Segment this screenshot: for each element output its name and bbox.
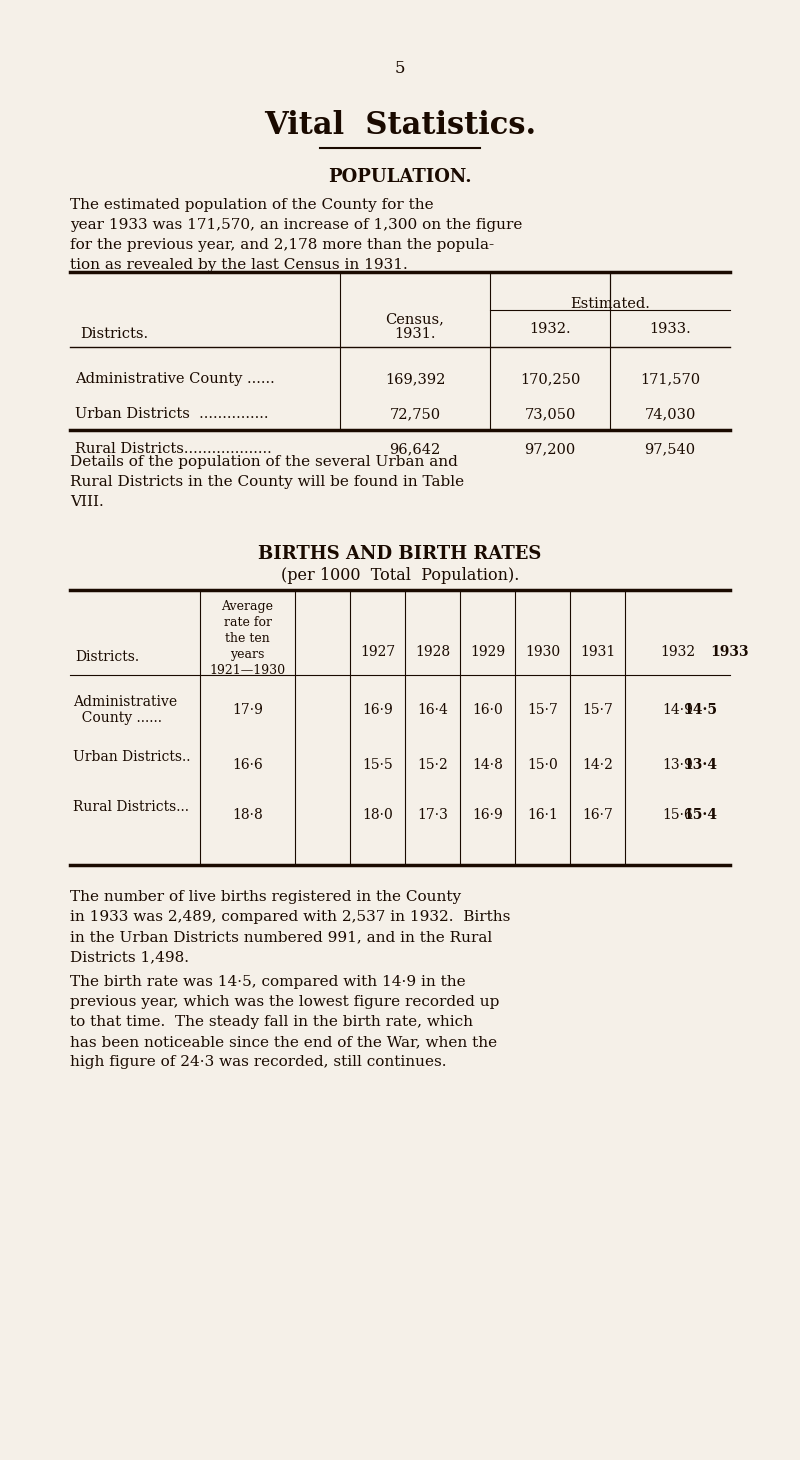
Text: 14·8: 14·8 [472,758,503,772]
Text: 1930: 1930 [525,645,560,658]
Text: POPULATION.: POPULATION. [328,168,472,185]
Text: has been noticeable since the end of the War, when the: has been noticeable since the end of the… [70,1035,497,1048]
Text: previous year, which was the lowest figure recorded up: previous year, which was the lowest figu… [70,996,499,1009]
Text: years: years [230,648,265,661]
Text: in the Urban Districts numbered 991, and in the Rural: in the Urban Districts numbered 991, and… [70,930,492,945]
Text: 14·2: 14·2 [582,758,613,772]
Text: 17·9: 17·9 [232,704,263,717]
Text: 97,200: 97,200 [524,442,576,456]
Text: 15·7: 15·7 [527,704,558,717]
Text: Rural Districts...................: Rural Districts................... [75,442,272,456]
Text: Details of the population of the several Urban and: Details of the population of the several… [70,456,458,469]
Text: 15·6: 15·6 [662,807,693,822]
Text: BIRTHS AND BIRTH RATES: BIRTHS AND BIRTH RATES [258,545,542,564]
Text: 18·8: 18·8 [232,807,263,822]
Text: 1933.: 1933. [649,323,691,336]
Text: 1929: 1929 [470,645,505,658]
Text: Rural Districts in the County will be found in Table: Rural Districts in the County will be fo… [70,474,464,489]
Text: 16·7: 16·7 [582,807,613,822]
Text: Census,: Census, [386,312,445,326]
Text: 73,050: 73,050 [524,407,576,420]
Text: 1928: 1928 [415,645,450,658]
Text: 16·9: 16·9 [362,704,393,717]
Text: 13·4: 13·4 [683,758,717,772]
Text: 5: 5 [394,60,406,77]
Text: Districts.: Districts. [80,327,148,342]
Text: The number of live births registered in the County: The number of live births registered in … [70,891,461,904]
Text: 16·0: 16·0 [472,704,503,717]
Text: 15·5: 15·5 [362,758,393,772]
Text: 1931: 1931 [580,645,615,658]
Text: 15·0: 15·0 [527,758,558,772]
Text: Administrative: Administrative [73,695,177,710]
Text: County ......: County ...... [73,711,162,726]
Text: 17·3: 17·3 [417,807,448,822]
Text: (per 1000  Total  Population).: (per 1000 Total Population). [281,566,519,584]
Text: year 1933 was 171,570, an increase of 1,300 on the figure: year 1933 was 171,570, an increase of 1,… [70,218,522,232]
Text: 97,540: 97,540 [645,442,695,456]
Text: Districts 1,498.: Districts 1,498. [70,950,189,964]
Text: 1921—1930: 1921—1930 [210,664,286,677]
Text: 14·5: 14·5 [683,704,717,717]
Text: 1932.: 1932. [529,323,571,336]
Text: 96,642: 96,642 [390,442,441,456]
Text: tion as revealed by the last Census in 1931.: tion as revealed by the last Census in 1… [70,258,408,272]
Text: 15·7: 15·7 [582,704,613,717]
Text: Vital  Statistics.: Vital Statistics. [264,110,536,142]
Text: in 1933 was 2,489, compared with 2,537 in 1932.  Births: in 1933 was 2,489, compared with 2,537 i… [70,910,510,924]
Text: Average: Average [222,600,274,613]
Text: Urban Districts..: Urban Districts.. [73,750,190,764]
Text: 16·4: 16·4 [417,704,448,717]
Text: 16·9: 16·9 [472,807,503,822]
Text: The estimated population of the County for the: The estimated population of the County f… [70,199,434,212]
Text: Administrative County ......: Administrative County ...... [75,372,274,385]
Text: 74,030: 74,030 [644,407,696,420]
Text: for the previous year, and 2,178 more than the popula-: for the previous year, and 2,178 more th… [70,238,494,253]
Text: 1932: 1932 [660,645,695,658]
Text: high figure of 24·3 was recorded, still continues.: high figure of 24·3 was recorded, still … [70,1056,446,1069]
Text: Districts.: Districts. [75,650,139,664]
Text: 1931.: 1931. [394,327,436,342]
Text: 14·9: 14·9 [662,704,693,717]
Text: 169,392: 169,392 [385,372,445,385]
Text: The birth rate was 14·5, compared with 14·9 in the: The birth rate was 14·5, compared with 1… [70,975,466,988]
Text: 1927: 1927 [360,645,395,658]
Text: 18·0: 18·0 [362,807,393,822]
Text: 15·4: 15·4 [683,807,717,822]
Text: 170,250: 170,250 [520,372,580,385]
Text: Rural Districts...: Rural Districts... [73,800,189,815]
Text: 15·2: 15·2 [417,758,448,772]
Text: rate for: rate for [223,616,271,629]
Text: 1933: 1933 [710,645,750,658]
Text: the ten: the ten [225,632,270,645]
Text: Estimated.: Estimated. [570,296,650,311]
Text: 13·9: 13·9 [662,758,693,772]
Text: 16·1: 16·1 [527,807,558,822]
Text: 171,570: 171,570 [640,372,700,385]
Text: Urban Districts  ...............: Urban Districts ............... [75,407,269,420]
Text: 16·6: 16·6 [232,758,263,772]
Text: VIII.: VIII. [70,495,104,510]
Text: to that time.  The steady fall in the birth rate, which: to that time. The steady fall in the bir… [70,1015,473,1029]
Text: 72,750: 72,750 [390,407,441,420]
